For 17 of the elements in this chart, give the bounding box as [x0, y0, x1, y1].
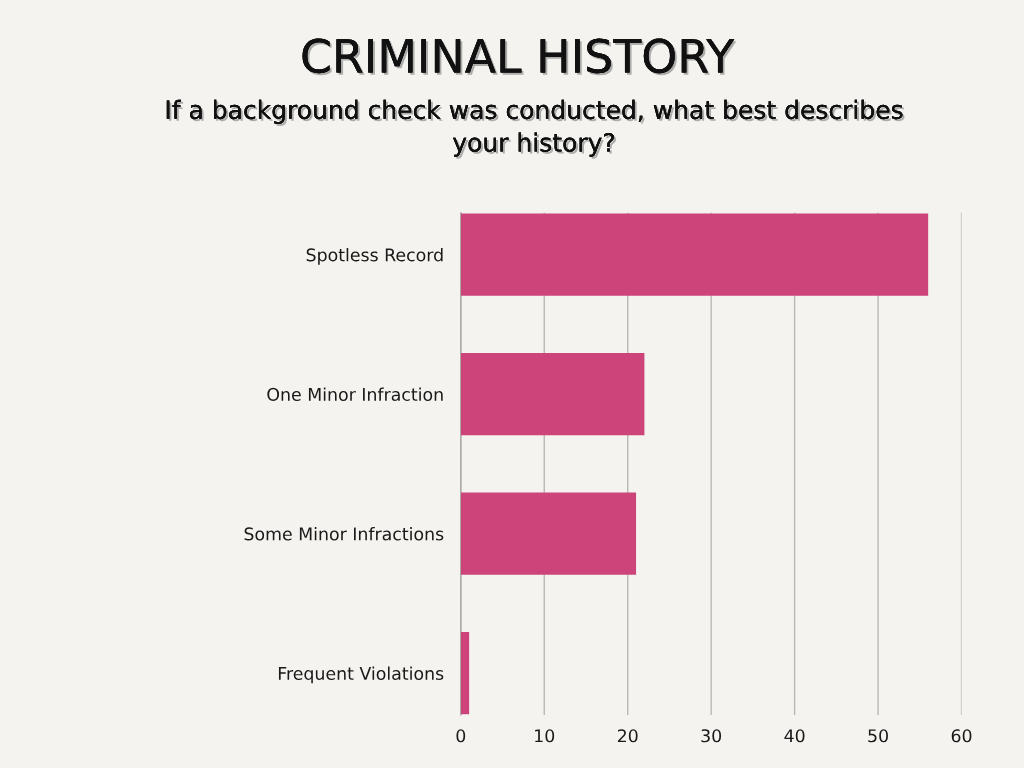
y-tick-label: One Minor Infraction — [267, 387, 443, 401]
x-tick-label: 60 — [951, 729, 972, 743]
x-tick-label: 40 — [784, 729, 805, 743]
bar — [460, 213, 929, 296]
bar — [460, 352, 645, 436]
bar — [460, 631, 470, 715]
y-tick-label: Some Minor Infractions — [244, 527, 444, 541]
x-tick-label: 10 — [535, 729, 555, 743]
x-tick-label: 50 — [868, 729, 888, 743]
y-tick-label: Spotless Record — [306, 248, 443, 265]
x-tick-label: 30 — [701, 729, 722, 743]
y-tick-label: Frequent Violations — [278, 666, 444, 684]
chart-subtitle: If a background check was conducted, what best describes your history? — [166, 99, 905, 159]
x-tick-label: 0 — [456, 729, 466, 743]
chart-title: CRIMINAL HISTORY — [302, 38, 737, 76]
bar — [460, 492, 637, 575]
x-tick-label: 20 — [617, 729, 638, 743]
